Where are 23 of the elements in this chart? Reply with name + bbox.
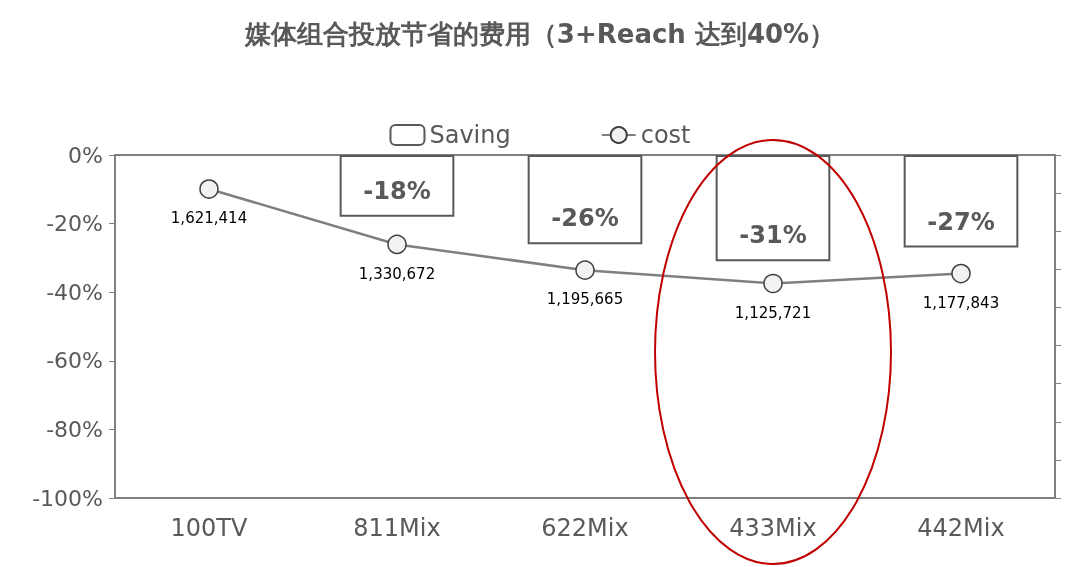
data-label: -31%	[739, 221, 807, 250]
x-tick-label: 622Mix	[541, 514, 629, 542]
data-label: 1,177,843	[922, 293, 1000, 312]
data-label: 1,330,672	[358, 264, 436, 283]
x-tick-label: 100TV	[170, 514, 249, 542]
data-label: 1,195,665	[546, 290, 624, 309]
chart-title: 媒体组合投放节省的费用（3+Reach 达到40%）	[243, 19, 836, 49]
data-label: -26%	[551, 204, 619, 233]
y-tick-label: -20%	[46, 211, 103, 237]
data-label: -27%	[927, 207, 995, 236]
y-tick-label: -40%	[46, 279, 103, 305]
legend-label: Saving	[429, 121, 511, 149]
y-tick-label: -100%	[32, 485, 103, 511]
y-tick-label: 0%	[68, 142, 103, 168]
y-tick-label: -80%	[46, 416, 103, 442]
x-tick-label: 442Mix	[917, 514, 1005, 542]
y-tick-label: -60%	[46, 348, 103, 374]
x-tick-label: 811Mix	[353, 514, 441, 542]
data-label: -18%	[363, 176, 431, 205]
data-label: 1,125,721	[734, 303, 812, 322]
legend-label: cost	[640, 121, 691, 149]
data-label: 1,621,414	[170, 209, 248, 228]
x-tick-label: 433Mix	[729, 514, 817, 542]
